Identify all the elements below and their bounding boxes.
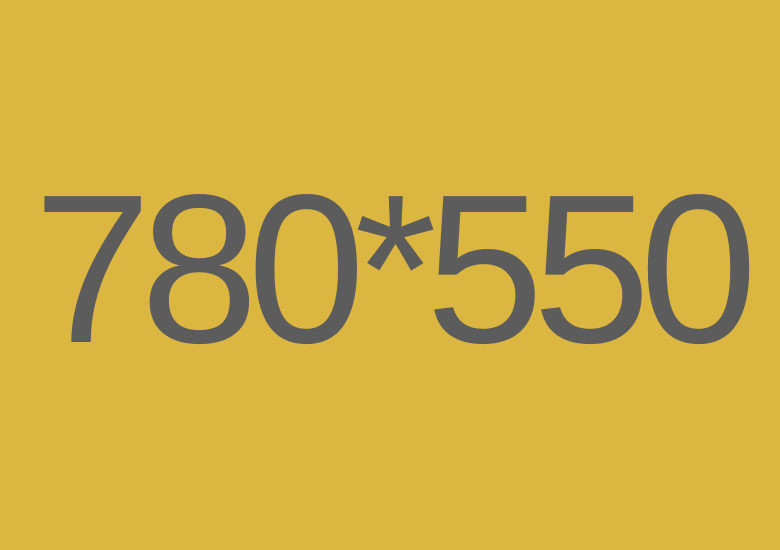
dimension-label: 780*550 bbox=[33, 150, 758, 387]
